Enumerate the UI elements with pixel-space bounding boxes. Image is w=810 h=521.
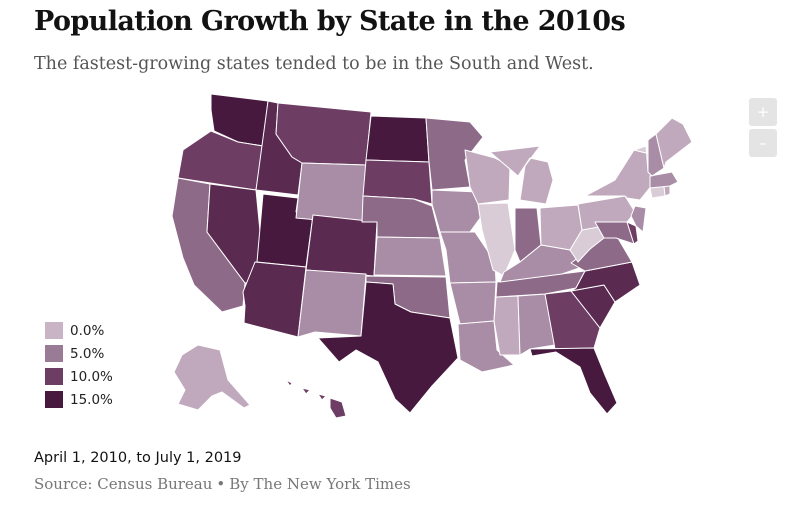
state-delaware[interactable] [626, 221, 639, 245]
state-new-hampshire[interactable] [647, 133, 665, 177]
zoom-out-button[interactable]: – [749, 129, 777, 157]
state-texas[interactable] [317, 281, 459, 414]
date-range: April 1, 2010, to July 1, 2019 [34, 450, 242, 466]
byline-text: By The New York Times [229, 475, 411, 493]
legend-label: 15.0% [70, 391, 113, 408]
state-alaska[interactable] [173, 344, 251, 411]
legend-item: 0.0% [45, 319, 113, 342]
state-minnesota[interactable] [425, 117, 484, 191]
legend-swatch [45, 391, 63, 408]
state-colorado[interactable] [305, 214, 378, 277]
state-kansas[interactable] [373, 236, 447, 277]
state-hawaii[interactable] [285, 379, 347, 419]
state-mississippi[interactable] [493, 295, 521, 356]
bullet-separator: • [216, 475, 226, 493]
legend-swatch [45, 322, 63, 339]
state-rhode-island[interactable] [663, 185, 671, 197]
legend-item: 15.0% [45, 388, 113, 411]
state-arizona[interactable] [242, 261, 307, 338]
state-new-york[interactable] [584, 149, 653, 201]
state-wisconsin[interactable] [464, 149, 511, 205]
legend-item: 10.0% [45, 365, 113, 388]
source-text: Source: Census Bureau [34, 475, 213, 493]
page-subtitle: The fastest-growing states tended to be … [34, 54, 594, 74]
state-wyoming[interactable] [295, 162, 367, 225]
zoom-in-button[interactable]: + [749, 98, 777, 126]
state-georgia[interactable] [544, 290, 601, 350]
legend-label: 5.0% [70, 345, 105, 362]
legend: 0.0% 5.0% 10.0% 15.0% [45, 319, 113, 411]
state-new-jersey[interactable] [630, 205, 647, 233]
state-south-dakota[interactable] [362, 159, 433, 205]
legend-swatch [45, 368, 63, 385]
state-florida[interactable] [529, 347, 618, 415]
source-line: Source: Census Bureau • By The New York Ti… [34, 475, 411, 493]
state-massachusetts[interactable] [649, 171, 679, 189]
page-title: Population Growth by State in the 2010s [34, 6, 626, 37]
state-arkansas[interactable] [449, 281, 497, 325]
state-new-mexico[interactable] [297, 269, 367, 338]
legend-label: 10.0% [70, 368, 113, 385]
legend-label: 0.0% [70, 322, 105, 339]
state-michigan[interactable] [489, 145, 554, 205]
state-north-dakota[interactable] [365, 115, 430, 163]
state-tennessee[interactable] [495, 270, 586, 298]
legend-swatch [45, 345, 63, 362]
legend-item: 5.0% [45, 342, 113, 365]
state-maine[interactable] [655, 117, 693, 169]
state-maryland[interactable] [594, 221, 635, 245]
